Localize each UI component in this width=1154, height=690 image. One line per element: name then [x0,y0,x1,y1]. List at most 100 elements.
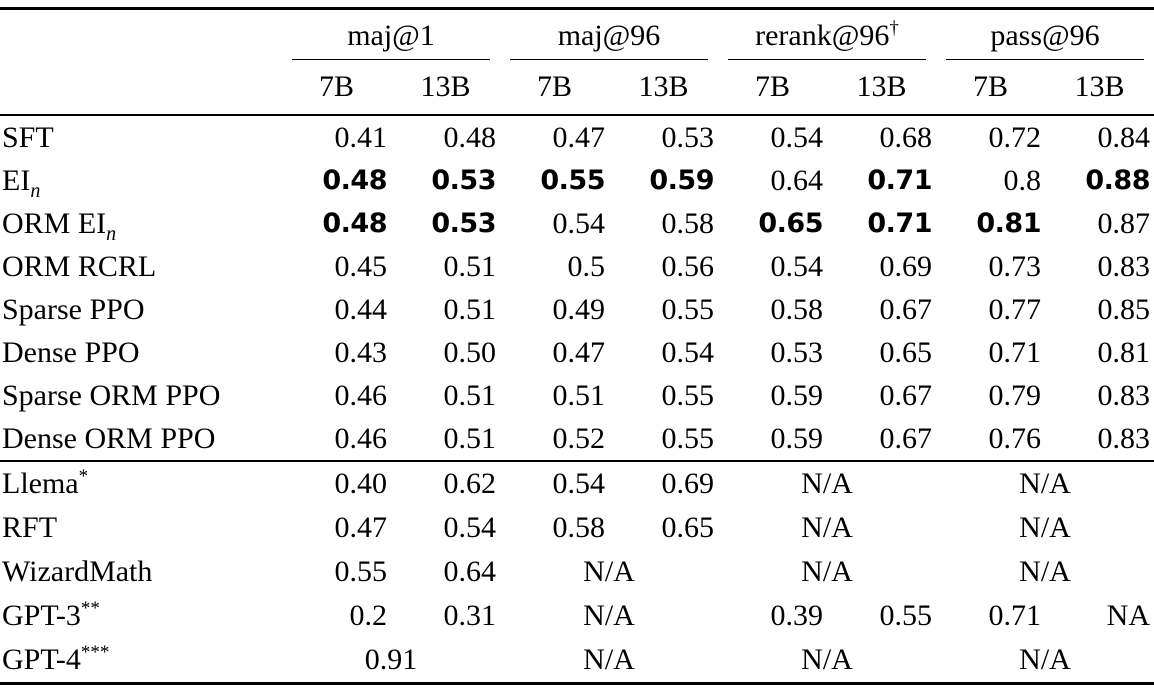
metric-value-cell: 0.39 [770,599,824,632]
metric-value-cell: 0.71 [988,599,1042,632]
metric-value-cell: 0.52 [552,421,606,455]
metric-value-cell: 0.49 [552,292,606,326]
metric-value-cell: 0.88 [1085,165,1151,196]
row-label: Llema* [0,460,282,506]
size-header-13B: 13B [391,60,500,116]
metric-value-cell: 0.62 [391,460,500,506]
metric-value-cell: 0.55 [334,555,388,588]
na-cell: N/A [1019,555,1071,588]
metric-value-cell: 0.67 [879,421,933,455]
metric-group-label: rerank@96† [728,19,926,60]
metric-value-cell: 0.81 [1097,335,1151,369]
metric-value-cell: 0.51 [552,378,606,412]
metric-value-cell: 0.40 [282,460,391,506]
metric-value-cell: 0.79 [988,378,1042,412]
metric-value-cell: 0.54 [770,120,824,154]
size-header-13B: 13B [1045,60,1154,116]
metric-value-cell: 0.43 [334,335,388,369]
row-label: EIn [2,163,41,202]
table-body: SFT 0.41 0.48 0.47 0.53 0.54 0.68 0.72 0.84 EIn 0.… [0,115,1154,684]
row-label: SFT [2,120,54,154]
metric-value-cell: 0.59 [649,165,714,196]
row-label: RFT [2,511,58,544]
metric-value-cell: 0.65 [758,208,823,239]
size-header-7B: 7B [500,60,609,116]
metric-value-cell: 0.47 [552,335,606,369]
corner-spacer [0,9,282,61]
metric-value-cell: 0.81 [976,208,1041,239]
metric-value-cell: 0.55 [661,421,715,455]
metric-value-cell: 0.2 [349,599,388,632]
row-label: ORM RCRL [2,249,157,283]
metric-value-cell: 0.44 [334,292,388,326]
metric-value-cell: 0.83 [1097,378,1151,412]
metric-group-header-pass@96: pass@96 [936,9,1154,60]
benchmark-results-table: maj@1 maj@96 rerank@96† pass@96 7B 13B 7B 13B 7B… [0,7,1154,685]
metric-value-cell: 0.55 [661,378,715,412]
metric-value-cell: 0.76 [988,421,1042,455]
table-row: GPT-3** 0.2 0.31 N/A 0.39 0.55 0.71 NA [0,594,1154,638]
metric-group-header-rerank@96: rerank@96† [718,9,936,60]
metric-value-cell: 0.83 [1097,421,1151,455]
metric-group-label: maj@96 [510,19,708,60]
metric-value-cell: 0.71 [867,165,932,196]
metric-value-cell: 0.83 [1097,249,1151,283]
metric-value-cell: 0.58 [552,511,606,544]
metric-group-label: maj@1 [292,19,490,60]
na-cell: N/A [936,460,1154,506]
metric-group-header-row: maj@1 maj@96 rerank@96† pass@96 [0,9,1154,61]
table-header: maj@1 maj@96 rerank@96† pass@96 7B 13B 7B 13B 7B… [0,9,1154,116]
metric-group-header-maj@1: maj@1 [282,9,500,60]
metric-value-cell: 0.50 [443,335,497,369]
row-label: WizardMath [2,555,153,588]
corner-spacer [0,60,282,116]
metric-value-cell: 0.53 [431,165,496,196]
metric-value-cell: 0.67 [879,378,933,412]
metric-value-cell: 0.55 [661,292,715,326]
metric-value-cell: 0.54 [661,335,715,369]
metric-value-cell: 0.56 [661,249,715,283]
metric-value-cell: 0.48 [322,165,387,196]
table-row: ORM EIn 0.48 0.53 0.54 0.58 0.65 0.71 0.81 0.87 [0,202,1154,245]
table-row: Sparse ORM PPO 0.46 0.51 0.51 0.55 0.59 0.67 0.… [0,374,1154,417]
metric-value-cell: 0.64 [770,163,824,197]
metric-value-cell: 0.53 [770,335,824,369]
metric-value-cell: 0.85 [1097,292,1151,326]
metric-value-cell: 0.55 [540,165,605,196]
metric-value-cell: 0.84 [1097,120,1151,154]
metric-value-cell: 0.64 [443,555,497,588]
metric-value-cell: 0.54 [552,206,606,240]
table-row: Dense ORM PPO 0.46 0.51 0.52 0.55 0.59 0.67 0.7… [0,417,1154,461]
metric-group-header-maj@96: maj@96 [500,9,718,60]
table-row: Llema* 0.40 0.62 0.54 0.69 N/A N/A [0,460,1154,506]
metric-value-cell: 0.58 [661,206,715,240]
row-label: Dense PPO [2,335,140,369]
metric-value-cell: 0.47 [334,511,388,544]
metric-value-cell: 0.72 [988,120,1042,154]
metric-value-cell: 0.65 [661,511,715,544]
metric-value-cell: 0.55 [879,599,933,632]
metric-value-cell: 0.71 [867,208,932,239]
size-header-7B: 7B [718,60,827,116]
metric-value-cell: 0.51 [443,292,497,326]
metric-value-cell: 0.46 [334,421,388,455]
na-cell: N/A [718,460,936,506]
table-row: RFT 0.47 0.54 0.58 0.65 N/A N/A [0,506,1154,550]
row-label: Dense ORM PPO [2,421,216,455]
metric-value-cell: 0.46 [334,378,388,412]
metric-value-cell: 0.8 [1003,163,1042,197]
table-row: WizardMath 0.55 0.64 N/A N/A N/A [0,550,1154,594]
metric-value-cell: 0.48 [322,208,387,239]
table-row: Dense PPO 0.43 0.50 0.47 0.54 0.53 0.65 0.71 0.8… [0,331,1154,374]
metric-value-cell: 0.68 [879,120,933,154]
row-label: GPT-4*** [2,642,110,676]
metric-value-cell: 0.51 [443,378,497,412]
metric-value-cell: 0.69 [879,249,933,283]
metric-value-cell: 0.73 [988,249,1042,283]
row-label: GPT-3** [2,598,100,632]
metric-value-cell: 0.87 [1097,206,1151,240]
table-row: GPT-4*** 0.91 N/A N/A N/A [0,638,1154,684]
metric-value-cell: 0.77 [988,292,1042,326]
metric-value-cell: 0.67 [879,292,933,326]
